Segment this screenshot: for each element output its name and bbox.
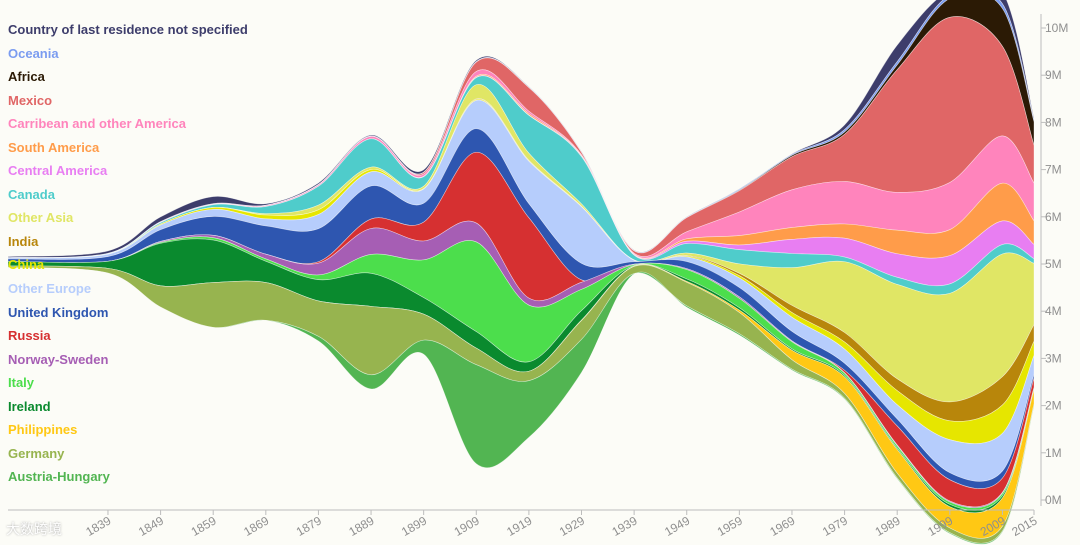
legend-item-ireland[interactable]: Ireland xyxy=(8,398,51,414)
legend-item-central-america[interactable]: Central America xyxy=(8,163,108,179)
legend-item-oceania[interactable]: Oceania xyxy=(8,45,59,61)
x-tick-label: 1869 xyxy=(241,513,271,539)
y-tick-label: 4M xyxy=(1045,304,1062,318)
legend-item-austria-hungary[interactable]: Austria-Hungary xyxy=(8,469,110,485)
legend-item-mexico[interactable]: Mexico xyxy=(8,92,53,108)
x-tick-label: 1859 xyxy=(189,513,219,539)
x-tick-label: 1899 xyxy=(399,513,429,539)
y-tick-label: 5M xyxy=(1045,257,1062,271)
y-tick-label: 3M xyxy=(1045,351,1062,365)
x-tick-label: 1879 xyxy=(294,513,324,539)
x-tick-label: 1989 xyxy=(873,513,903,539)
legend: Country of last residence not specified O… xyxy=(8,18,248,489)
y-tick-label: 0M xyxy=(1045,493,1062,507)
legend-item-south-america[interactable]: South America xyxy=(8,139,100,155)
legend-item-country-of-last-residence-not-specified[interactable]: Country of last residence not specified xyxy=(8,22,248,37)
stream-layers xyxy=(7,0,1035,545)
y-tick-label: 7M xyxy=(1045,163,1062,177)
legend-item-canada[interactable]: Canada xyxy=(8,186,55,202)
x-tick-label: 1939 xyxy=(609,513,639,539)
legend-item-africa[interactable]: Africa xyxy=(8,69,45,85)
x-tick-label: 1959 xyxy=(715,513,745,539)
x-tick-label: 2015 xyxy=(1009,513,1039,539)
legend-item-china[interactable]: China xyxy=(8,257,45,273)
x-axis: 1839 1849 1859 1869 1879 1889 1899 1909 1919 1929… xyxy=(8,509,1040,539)
y-tick-label: 10M xyxy=(1045,21,1068,35)
legend-item-philippines[interactable]: Philippines xyxy=(8,422,78,438)
stream-austria-hungary[interactable] xyxy=(7,267,1035,545)
watermark-logo: 大数跨境 xyxy=(6,522,62,538)
legend-item-germany[interactable]: Germany xyxy=(8,445,65,461)
y-tick-label: 2M xyxy=(1045,399,1062,413)
legend-item-russia[interactable]: Russia xyxy=(8,328,51,344)
legend-item-united-kingdom[interactable]: United Kingdom xyxy=(8,304,109,320)
x-tick-label: 1919 xyxy=(504,513,534,539)
x-tick-label: 1909 xyxy=(452,513,482,539)
legend-item-india[interactable]: India xyxy=(8,233,39,249)
y-tick-label: 8M xyxy=(1045,115,1062,129)
y-tick-label: 6M xyxy=(1045,210,1062,224)
x-tick-label: 1839 xyxy=(83,513,113,539)
y-tick-label: 1M xyxy=(1045,446,1062,460)
x-tick-label: 1889 xyxy=(346,513,376,539)
legend-item-norway-sweden[interactable]: Norway-Sweden xyxy=(8,351,109,367)
legend-item-carribean-and-other-america[interactable]: Carribean and other America xyxy=(8,116,186,132)
y-tick-label: 9M xyxy=(1045,68,1062,82)
x-tick-label: 1969 xyxy=(767,513,797,539)
x-tick-label: 1929 xyxy=(557,513,587,539)
legend-item-other-asia[interactable]: Other Asia xyxy=(8,210,74,226)
x-tick-label: 1949 xyxy=(662,513,692,539)
x-tick-label: 1979 xyxy=(820,513,850,539)
y-axis: 0M 1M 2M 3M 4M 5M 6M 7M 8M 9M 10M xyxy=(1040,14,1068,507)
legend-item-italy[interactable]: Italy xyxy=(8,375,35,391)
legend-item-other-europe[interactable]: Other Europe xyxy=(8,281,92,297)
x-tick-label: 1849 xyxy=(136,513,166,539)
